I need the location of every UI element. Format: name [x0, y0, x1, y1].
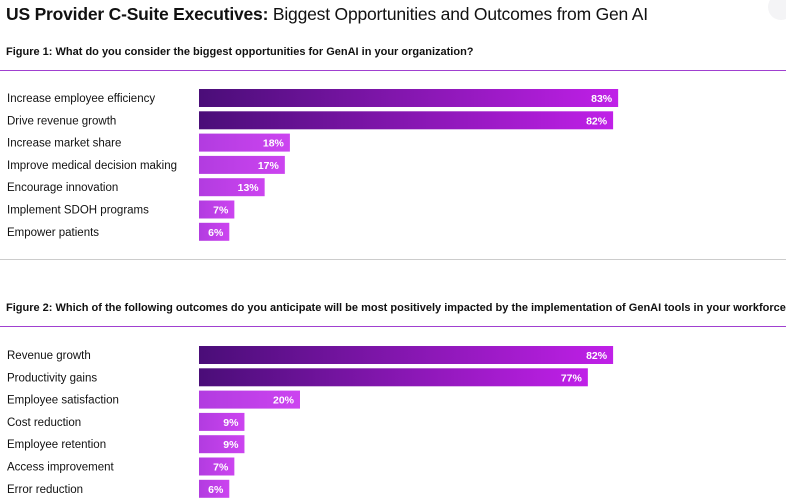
figure-2-rule [0, 326, 786, 327]
bar [199, 133, 290, 152]
category-label: Revenue growth [7, 350, 91, 362]
category-label: Access improvement [7, 462, 115, 474]
category-label: Drive revenue growth [7, 115, 116, 127]
value-label: 7% [213, 462, 229, 474]
category-label: Error reduction [7, 484, 83, 496]
bar [199, 479, 230, 498]
figure-1-question: Figure 1: What do you consider the bigge… [6, 46, 474, 58]
category-label: Cost reduction [7, 417, 81, 429]
category-label: Increase employee efficiency [7, 93, 155, 105]
category-label: Employee satisfaction [7, 395, 119, 407]
value-label: 20% [273, 395, 295, 407]
category-label: Employee retention [7, 439, 106, 451]
category-label: Empower patients [7, 227, 99, 239]
value-label: 17% [258, 160, 280, 172]
section-divider [0, 259, 786, 260]
category-label: Increase market share [7, 138, 121, 150]
bar [199, 412, 245, 431]
figure-1-rule [0, 70, 786, 71]
category-label: Improve medical decision making [7, 160, 177, 172]
bar [199, 178, 265, 197]
bar [199, 89, 619, 107]
value-label: 82% [586, 115, 608, 127]
value-label: 13% [238, 182, 260, 194]
bar [199, 200, 235, 219]
category-label: Implement SDOH programs [7, 205, 149, 217]
figure-1-chart: Increase employee efficiency 83% Drive rev… [7, 89, 619, 241]
corner-decoration [768, 0, 786, 20]
bar [199, 111, 614, 130]
bar [199, 346, 614, 364]
value-label: 83% [591, 93, 613, 105]
value-label: 9% [223, 417, 239, 429]
bar [199, 390, 300, 409]
value-label: 6% [208, 484, 224, 496]
value-label: 6% [208, 227, 224, 239]
category-label: Productivity gains [7, 372, 97, 384]
category-label: Encourage innovation [7, 182, 118, 194]
figure-2-question: Figure 2: Which of the following outcome… [6, 302, 786, 314]
value-label: 18% [263, 138, 285, 150]
page-title: US Provider C-Suite Executives: Biggest … [6, 4, 648, 25]
bar [199, 435, 245, 454]
title-regular: Biggest Opportunities and Outcomes from … [268, 4, 648, 24]
bar [199, 457, 235, 476]
value-label: 7% [213, 205, 229, 217]
title-bold: US Provider C-Suite Executives: [6, 4, 269, 24]
bar [199, 368, 588, 387]
bar [199, 155, 285, 174]
bar [199, 222, 230, 241]
value-label: 77% [561, 372, 583, 384]
value-label: 82% [586, 350, 608, 362]
value-label: 9% [223, 439, 239, 451]
figure-2-chart: Revenue growth 82% Productivity gains 77% Em… [7, 346, 614, 498]
